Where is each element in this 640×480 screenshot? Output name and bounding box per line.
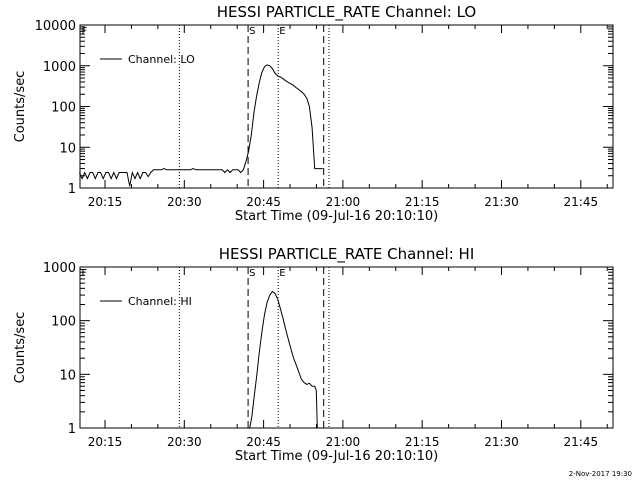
x-tick-label: 21:30 (484, 195, 519, 209)
x-tick-label: 21:00 (326, 195, 361, 209)
chart-title: HESSI PARTICLE_RATE Channel: HI (219, 245, 475, 264)
y-tick-label: 100 (51, 101, 76, 116)
y-tick-label: 1 (68, 182, 76, 197)
x-tick-label: 21:15 (405, 195, 440, 209)
x-tick-label: 20:45 (246, 195, 281, 209)
x-tick-label: 20:30 (167, 195, 202, 209)
y-axis-label: Counts/sec (13, 312, 28, 384)
y-tick-label: 1000 (43, 60, 76, 75)
plot-frame (79, 266, 614, 429)
x-axis-label: Start Time (09-Jul-16 20:10:10) (235, 209, 438, 224)
x-tick-label: 20:15 (88, 195, 123, 209)
x-tick-label: 21:30 (484, 435, 519, 449)
marker-label: E (279, 26, 285, 37)
chart-panel-2: HESSI PARTICLE_RATE Channel: HI 20:15 20:3… (13, 245, 614, 464)
x-axis-label: Start Time (09-Jul-16 20:10:10) (235, 449, 438, 464)
y-tick-label: 10 (59, 141, 76, 156)
chart-panel-1: HESSI PARTICLE_RATE Channel: LO 20:15 20:3… (13, 3, 614, 224)
x-tick-label: 21:00 (326, 435, 361, 449)
legend-label: Channel: LO (128, 53, 195, 66)
y-tick-label: 1000 (43, 261, 76, 276)
plot-frame (79, 24, 614, 189)
marker-label: F (82, 268, 88, 279)
y-tick-label: 10000 (35, 19, 76, 34)
marker-label: F (82, 26, 88, 37)
marker-label: E (279, 268, 285, 279)
date-stamp: 2-Nov-2017 19:30 (568, 470, 632, 478)
x-tick-label: 20:30 (167, 435, 202, 449)
series-line (78, 64, 323, 187)
x-tick-label: 21:45 (564, 435, 599, 449)
x-tick-label: 20:45 (246, 435, 281, 449)
marker-label: S (249, 26, 255, 37)
marker-label: S (249, 268, 255, 279)
series-line (249, 290, 318, 429)
x-tick-label: 21:15 (405, 435, 440, 449)
chart-title: HESSI PARTICLE_RATE Channel: LO (217, 3, 476, 22)
y-axis-label: Counts/sec (13, 71, 28, 143)
x-tick-label: 20:15 (88, 435, 123, 449)
x-tick-label: 21:45 (564, 195, 599, 209)
y-tick-label: 100 (51, 315, 76, 330)
y-tick-label: 1 (68, 422, 76, 437)
y-tick-label: 10 (59, 368, 76, 383)
legend-label: Channel: HI (128, 295, 192, 308)
